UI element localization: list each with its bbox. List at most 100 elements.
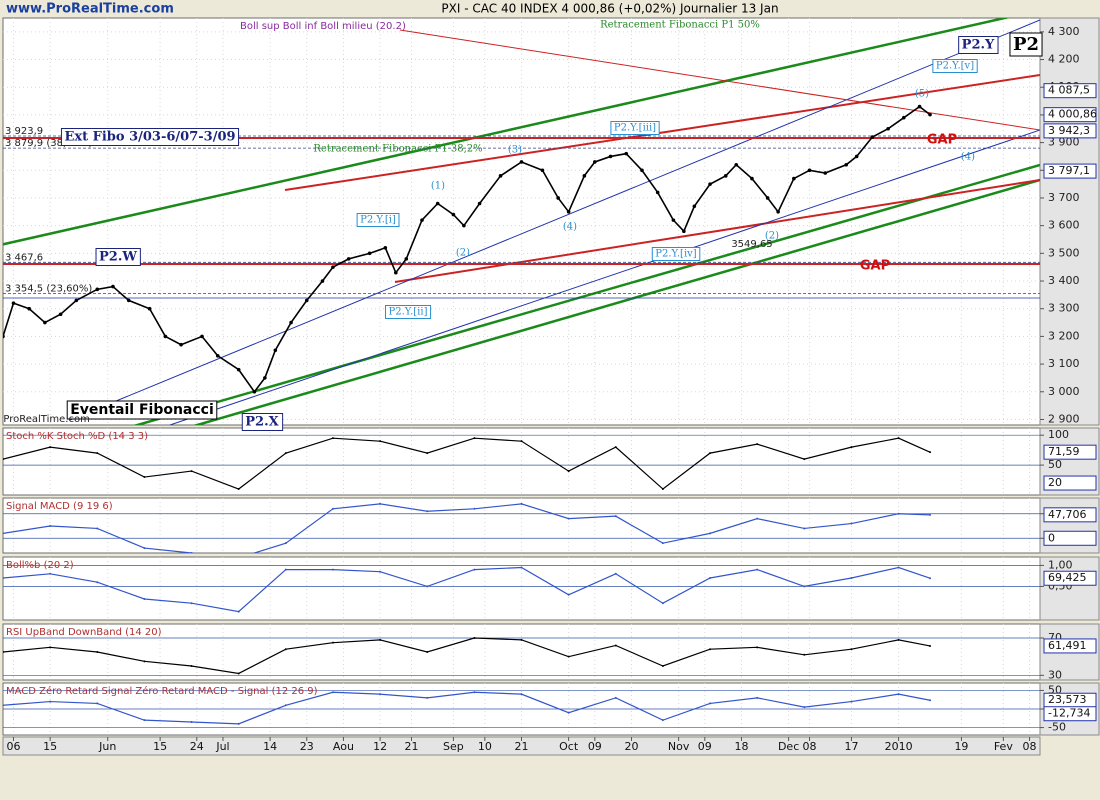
- point: [661, 542, 664, 545]
- x-tick-label: 09: [588, 740, 602, 753]
- x-tick-label: Nov: [668, 740, 690, 753]
- point: [520, 638, 523, 641]
- annotation: P2: [1013, 34, 1039, 55]
- point: [567, 593, 570, 596]
- value-badge-label: 3 942,3: [1048, 124, 1090, 137]
- point: [473, 437, 476, 440]
- point: [111, 284, 115, 289]
- point: [346, 257, 351, 261]
- value-badge: [1043, 706, 1097, 722]
- point: [870, 135, 875, 139]
- point: [897, 638, 900, 641]
- point: [593, 160, 597, 164]
- point: [567, 655, 570, 658]
- point: [624, 151, 629, 156]
- point: [426, 585, 429, 588]
- trend-line: [169, 129, 1040, 425]
- point: [897, 512, 900, 515]
- point: [49, 524, 52, 527]
- point: [709, 702, 712, 705]
- point: [379, 693, 382, 696]
- annotation: (2): [456, 248, 470, 259]
- value-badge-label: 23,573: [1048, 693, 1087, 706]
- x-tick-label: 14: [263, 740, 277, 753]
- annotation-frame: [95, 248, 141, 266]
- point: [273, 348, 278, 353]
- value-badge-label: 3 797,1: [1048, 164, 1090, 177]
- y-tick-label: 3 300: [1048, 302, 1080, 315]
- point: [567, 470, 570, 473]
- point: [540, 168, 545, 173]
- point: [477, 201, 482, 206]
- point: [190, 602, 193, 605]
- point: [723, 174, 728, 178]
- value-badge-label: 4 000,86: [1048, 108, 1097, 121]
- panel-title: Boll%b (20 2): [6, 560, 74, 571]
- y-tick-label: -50: [1048, 721, 1066, 734]
- point: [143, 476, 146, 479]
- point: [582, 174, 587, 178]
- value-badge-label: 0: [1048, 531, 1055, 544]
- point: [692, 204, 697, 209]
- point: [850, 522, 853, 525]
- value-badge: [1043, 123, 1097, 139]
- point: [426, 452, 429, 455]
- point: [95, 287, 100, 292]
- value-badge: [1043, 444, 1097, 460]
- point: [608, 154, 613, 159]
- value-badge: [1043, 507, 1097, 523]
- value-badge-label: 47,706: [1048, 508, 1087, 521]
- y-axis-area: [1039, 556, 1100, 621]
- point: [756, 696, 759, 699]
- point: [709, 452, 712, 455]
- point: [823, 171, 828, 175]
- x-tick-label: 24: [190, 740, 204, 753]
- point: [49, 572, 52, 575]
- x-tick-label: 08: [1023, 740, 1037, 753]
- point: [567, 711, 570, 714]
- point: [143, 547, 146, 550]
- point: [27, 306, 31, 311]
- point: [803, 585, 806, 588]
- annotation: Ext Fibo 3/03-6/07-3/09: [64, 130, 235, 145]
- y-tick-label: 100: [1048, 428, 1069, 441]
- point: [237, 722, 240, 725]
- point: [3, 532, 4, 535]
- point: [709, 577, 712, 579]
- x-tick-label: Jul: [215, 740, 229, 753]
- point: [520, 566, 523, 569]
- point: [331, 507, 334, 510]
- point: [147, 306, 152, 311]
- point: [928, 112, 932, 117]
- point: [49, 446, 52, 449]
- x-tick-label: 08: [803, 740, 817, 753]
- point: [803, 653, 806, 656]
- point: [473, 691, 476, 694]
- panel: [2, 427, 1041, 496]
- value-badge-label: 20: [1048, 476, 1062, 489]
- annotation: Eventail Fibonacci: [70, 402, 214, 418]
- point: [614, 515, 617, 518]
- point: [850, 446, 853, 449]
- point: [929, 451, 932, 454]
- point: [3, 704, 4, 707]
- point: [289, 320, 293, 325]
- trend-line: [132, 163, 1040, 425]
- point: [756, 443, 759, 446]
- point: [304, 298, 309, 303]
- panel-content: [3, 683, 1040, 735]
- point: [640, 168, 644, 173]
- panel-content: [3, 428, 1040, 495]
- point: [929, 513, 932, 516]
- x-tick-label: Jun: [98, 740, 116, 753]
- value-badge: [1043, 638, 1097, 654]
- point: [263, 376, 267, 380]
- value-badge-label: 69,425: [1048, 571, 1087, 584]
- point: [3, 577, 4, 579]
- point: [143, 598, 146, 600]
- point: [750, 176, 754, 181]
- point: [74, 298, 79, 303]
- x-tick-label: 12: [373, 740, 387, 753]
- x-tick-label: Dec: [778, 740, 799, 753]
- x-tick-label: 21: [405, 740, 419, 753]
